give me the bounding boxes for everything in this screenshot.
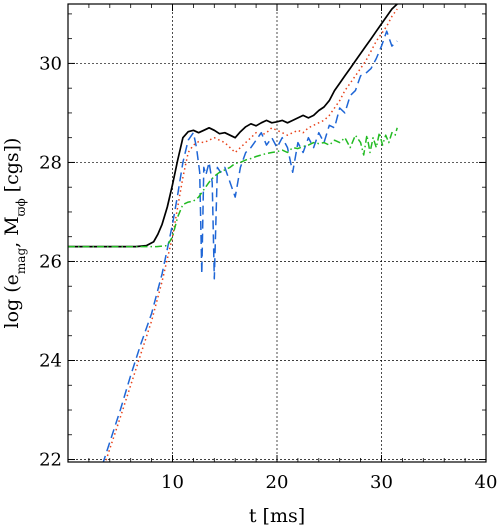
series-line-2: [102, 30, 398, 462]
y-tick-label: 30: [39, 53, 62, 74]
y-tick-label: 24: [39, 350, 62, 371]
y-tick-label: 22: [39, 450, 62, 471]
y-label-prefix: log (e: [1, 274, 23, 328]
y-axis-label: log (emag, Mϖϕ [cgs]): [1, 138, 28, 329]
y-label-sub1: mag: [14, 248, 28, 275]
y-label-mid: , M: [1, 216, 23, 248]
series-line-0: [68, 4, 398, 248]
series-group: [68, 4, 398, 462]
series-line-1: [104, 8, 398, 462]
x-tick-label: 30: [370, 472, 393, 493]
y-label-sub2: ϖϕ: [14, 198, 28, 216]
x-tick-label: 20: [266, 472, 289, 493]
series-line-3: [68, 127, 398, 248]
x-tick-label: 10: [161, 472, 184, 493]
axis-ticks: [68, 4, 487, 462]
tick-labels: 10 20 30 40 22 24 26 28 30: [39, 53, 497, 493]
y-tick-label: 26: [39, 251, 62, 272]
x-axis-label: t [ms]: [249, 505, 305, 526]
y-tick-label: 28: [39, 152, 62, 173]
x-tick-label: 40: [475, 472, 497, 493]
y-label-suffix: [cgs]): [1, 138, 23, 199]
grid-lines: [68, 4, 486, 462]
